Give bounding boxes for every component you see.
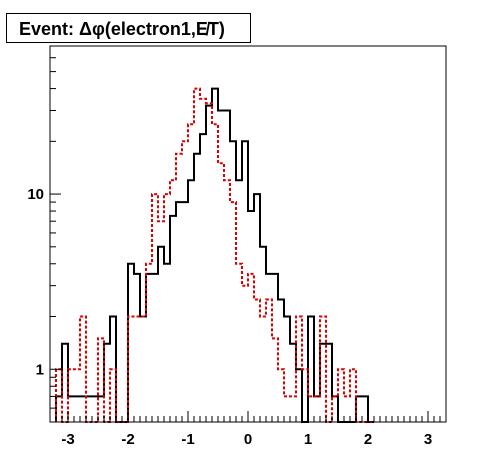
series-solid-black-histogram — [55, 87, 374, 423]
title-box: Event: Δφ(electron1,E̸T) — [6, 13, 251, 43]
x-tick-label: -1 — [181, 431, 194, 448]
plot-title: Event: Δφ(electron1,E̸T) — [19, 19, 225, 39]
series-dashed-red-histogram — [55, 87, 374, 423]
x-tick-label: -3 — [61, 431, 74, 448]
y-tick-label: 1 — [36, 361, 44, 378]
axis-layer: -3 -2 -1 0 1 2 3 1 10 — [27, 45, 447, 448]
x-tick-label: 0 — [244, 431, 252, 448]
x-tick-label: 3 — [424, 431, 432, 448]
x-tick-label: 2 — [364, 431, 372, 448]
series-layer — [55, 87, 374, 423]
y-tick-label: 10 — [27, 186, 44, 203]
x-tick-label: 1 — [304, 431, 312, 448]
x-tick-label: -2 — [121, 431, 134, 448]
